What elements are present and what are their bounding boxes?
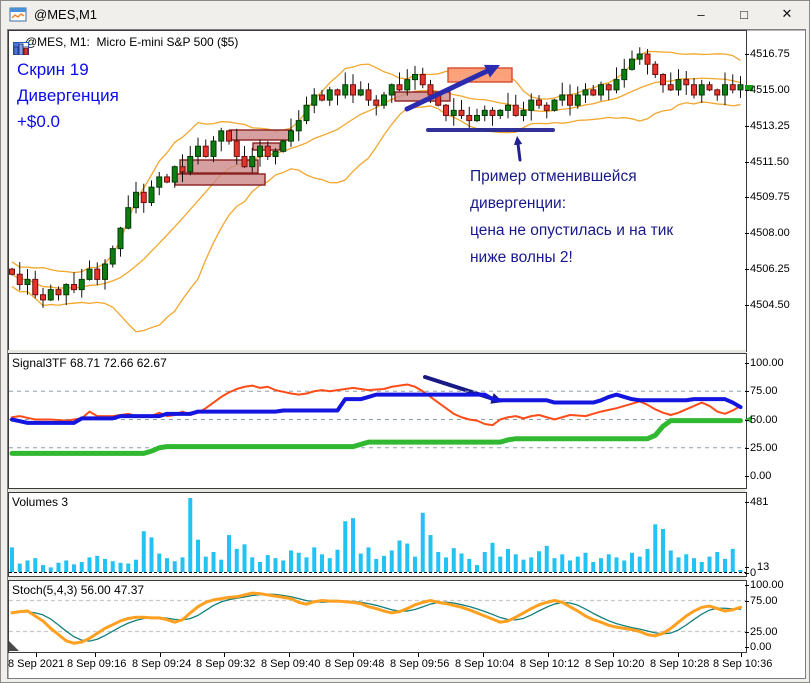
axis-tick [745, 585, 749, 586]
axis-tick [745, 197, 749, 199]
time-label: 8 Sep 09:32 [196, 658, 256, 670]
axis-tick [745, 363, 749, 364]
axis-tick [745, 233, 749, 235]
axis-tick [745, 502, 749, 503]
axis-tick [745, 391, 749, 393]
time-label: 8 Sep 09:48 [325, 658, 385, 670]
screen-note-line: Скрин 19 [17, 60, 89, 79]
chart-title: @MES, M1: Micro E-mini S&P 500 ($5) [25, 35, 239, 49]
axis-label: 4509.75 [750, 191, 790, 204]
axis-label: 4506.25 [750, 263, 790, 276]
axis-tick [745, 89, 749, 91]
panel-splitter[interactable] [8, 350, 746, 353]
screen-note-line: Дивергенция [17, 86, 119, 105]
time-tick [160, 653, 161, 657]
axis-label: 0.00 [750, 470, 772, 482]
stoch-panel-canvas[interactable] [8, 580, 805, 653]
volume-header: Volumes 3 [12, 495, 69, 509]
annotation-line: ниже волны 2! [470, 249, 573, 266]
time-tick [678, 653, 679, 657]
axis-tick [745, 631, 749, 633]
divergence-annotation: Пример отменившейся дивергенции: цена не… [470, 163, 673, 271]
chart-workspace: @MES, M1: Micro E-mini S&P 500 ($5) Скри… [7, 29, 806, 679]
time-tick [36, 653, 37, 657]
axis-label: 50.00 [750, 413, 778, 426]
time-label: 8 Sep 09:16 [67, 658, 127, 670]
axis-tick [745, 567, 749, 568]
time-axis: 8 Sep 2021 8 Sep 09:16 8 Sep 09:24 8 Sep 09… [8, 653, 805, 676]
axis-tick [745, 600, 749, 602]
axis-label: 481 [750, 496, 769, 508]
annotation-line: цена не опустилась и на тик [470, 222, 674, 239]
axis-label: 25.00 [750, 441, 778, 454]
time-label: 8 Sep 10:20 [585, 658, 645, 670]
axis-label: 4515.00 [750, 83, 790, 96]
axis-label: 4516.75 [750, 48, 790, 60]
screen-note: Скрин 19 Дивергенция +$0.0 [17, 57, 119, 135]
axis-tick [745, 125, 749, 127]
volume-panel-canvas[interactable] [8, 492, 805, 577]
annotation-line: Пример отменившейся [470, 168, 637, 185]
annotation-line: дивергенции: [470, 195, 566, 212]
axis-label: 13 [757, 561, 770, 573]
axis-label: 0.00 [750, 641, 772, 653]
axis-tick [745, 647, 749, 648]
time-tick [613, 653, 614, 657]
signal3tf-header: Signal3TF 68.71 72.66 62.67 [12, 356, 167, 370]
axis-tick [745, 447, 749, 449]
time-tick [548, 653, 549, 657]
time-label: 8 Sep 10:36 [713, 658, 773, 670]
time-label: 8 Sep 10:28 [650, 658, 710, 670]
axis-tick [745, 54, 749, 55]
panel-splitter[interactable] [8, 577, 746, 580]
signal3tf-panel-canvas[interactable] [8, 353, 805, 489]
axis-tick [745, 161, 749, 163]
main-chart-canvas[interactable] [8, 30, 805, 352]
axis-tick [745, 305, 749, 306]
app-icon [9, 7, 27, 22]
main-chart-header: @MES, M1: Micro E-mini S&P 500 ($5) [13, 35, 239, 55]
time-label: 8 Sep 09:24 [132, 658, 192, 670]
titlebar[interactable]: @MES,M1 – □ ✕ [1, 1, 809, 27]
time-label: 8 Sep 10:04 [455, 658, 515, 670]
close-button[interactable]: ✕ [781, 6, 793, 21]
time-label: 8 Sep 09:56 [390, 658, 450, 670]
time-tick [224, 653, 225, 657]
axis-tick [745, 476, 749, 477]
stoch-header: Stoch(5,4,3) 56.00 47.37 [12, 583, 145, 597]
time-tick [289, 653, 290, 657]
time-tick [95, 653, 96, 657]
time-label: 8 Sep 10:12 [520, 658, 580, 670]
axis-label: 4508.00 [750, 227, 790, 240]
screen-note-line: +$0.0 [17, 112, 61, 131]
axis-label: 4511.50 [750, 155, 789, 168]
axis-tick [745, 573, 749, 574]
maximize-button[interactable]: □ [740, 6, 748, 22]
time-tick [353, 653, 354, 657]
axis-label: 4513.25 [750, 119, 790, 132]
axis-label: 25.00 [750, 625, 778, 638]
time-tick [741, 653, 742, 657]
axis-label: 4504.50 [750, 299, 790, 311]
time-tick [483, 653, 484, 657]
time-label: 8 Sep 09:40 [261, 658, 321, 670]
axis-label: 0 [750, 567, 757, 579]
axis-label: 75.00 [750, 594, 778, 607]
axis-tick [745, 419, 749, 421]
panel-splitter[interactable] [8, 489, 746, 492]
axis-label: 100.00 [750, 579, 784, 591]
axis-label: 75.00 [750, 385, 778, 398]
window-title: @MES,M1 [34, 6, 98, 22]
minimize-button[interactable]: – [697, 6, 705, 22]
axis-tick [745, 269, 749, 271]
time-tick [418, 653, 419, 657]
time-label: 8 Sep 2021 [8, 658, 65, 670]
axis-label: 100.00 [750, 357, 784, 369]
